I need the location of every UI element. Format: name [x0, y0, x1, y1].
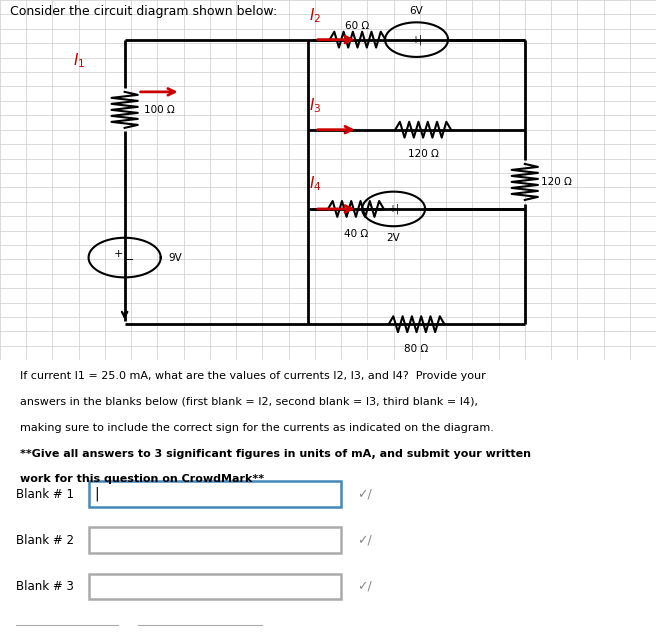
- Text: Blank # 1: Blank # 1: [16, 487, 74, 501]
- Text: ✓/: ✓/: [358, 580, 372, 593]
- Text: work for this question on CrowdMark**: work for this question on CrowdMark**: [20, 475, 264, 484]
- Text: Blank # 2: Blank # 2: [16, 534, 74, 547]
- Text: 120 Ω: 120 Ω: [407, 150, 439, 159]
- Text: 80 Ω: 80 Ω: [405, 344, 428, 354]
- Text: 2V: 2V: [387, 233, 400, 243]
- Text: +|: +|: [411, 34, 422, 45]
- Text: ✓/: ✓/: [358, 534, 372, 547]
- Text: +|: +|: [388, 204, 400, 214]
- FancyBboxPatch shape: [89, 527, 341, 553]
- Text: 100 Ω: 100 Ω: [144, 105, 175, 115]
- FancyBboxPatch shape: [89, 481, 341, 507]
- Text: If current I1 = 25.0 mA, what are the values of currents I2, I3, and I4?  Provid: If current I1 = 25.0 mA, what are the va…: [20, 371, 485, 381]
- Text: $I_2$: $I_2$: [309, 6, 321, 25]
- Text: Blank # 3: Blank # 3: [16, 580, 74, 593]
- Text: ✓/: ✓/: [358, 487, 372, 501]
- FancyBboxPatch shape: [89, 574, 341, 599]
- Text: 60 Ω: 60 Ω: [346, 21, 369, 30]
- Text: +: +: [113, 249, 123, 259]
- Text: making sure to include the correct sign for the currents as indicated on the dia: making sure to include the correct sign …: [20, 423, 493, 433]
- Text: 6V: 6V: [410, 6, 423, 16]
- Text: **Give all answers to 3 significant figures in units of mA, and submit your writ: **Give all answers to 3 significant figu…: [20, 449, 531, 459]
- Text: $I_4$: $I_4$: [308, 174, 321, 193]
- Text: 120 Ω: 120 Ω: [541, 177, 572, 187]
- Text: answers in the blanks below (first blank = I2, second blank = I3, third blank = : answers in the blanks below (first blank…: [20, 397, 478, 407]
- Text: Consider the circuit diagram shown below:: Consider the circuit diagram shown below…: [10, 6, 277, 18]
- Text: $I_1$: $I_1$: [73, 52, 85, 70]
- Text: 9V: 9V: [169, 253, 182, 262]
- Text: 40 Ω: 40 Ω: [344, 229, 368, 239]
- Text: $I_3$: $I_3$: [309, 97, 321, 115]
- Text: |: |: [94, 487, 98, 501]
- Text: −: −: [125, 255, 134, 265]
